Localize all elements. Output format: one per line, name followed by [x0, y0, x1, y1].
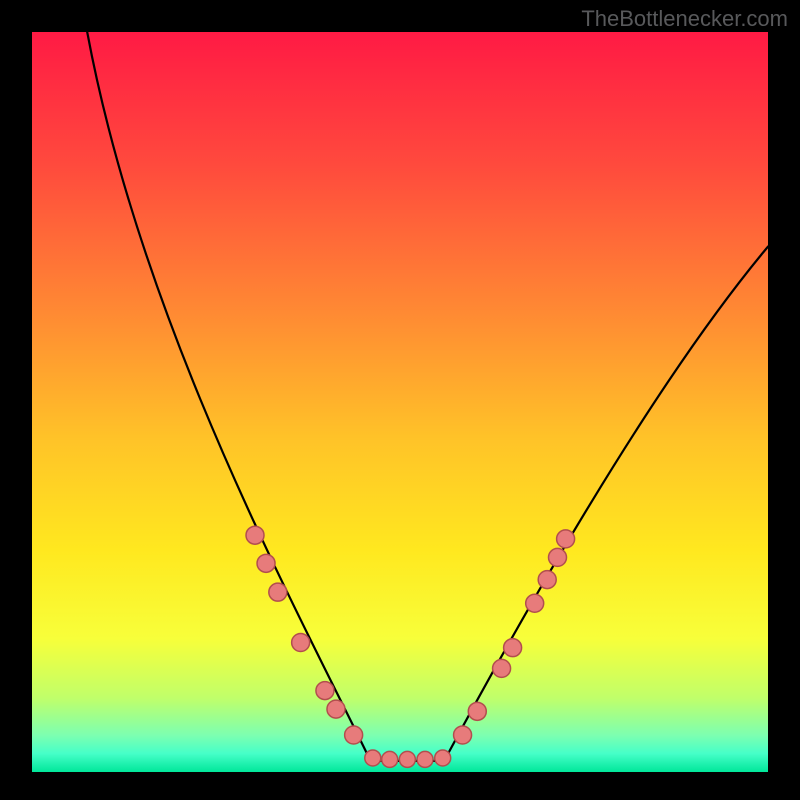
data-marker	[269, 583, 287, 601]
data-marker	[468, 702, 486, 720]
data-marker	[382, 751, 398, 767]
data-marker	[257, 554, 275, 572]
gradient-background	[32, 32, 768, 772]
watermark-text: TheBottlenecker.com	[581, 6, 788, 32]
data-marker	[327, 700, 345, 718]
data-marker	[526, 594, 544, 612]
data-marker	[454, 726, 472, 744]
data-marker	[493, 659, 511, 677]
data-marker	[557, 530, 575, 548]
data-marker	[504, 639, 522, 657]
data-marker	[399, 751, 415, 767]
data-marker	[435, 750, 451, 766]
data-marker	[292, 634, 310, 652]
data-marker	[345, 726, 363, 744]
data-marker	[365, 750, 381, 766]
data-marker	[417, 751, 433, 767]
data-marker	[538, 571, 556, 589]
data-marker	[246, 526, 264, 544]
bottleneck-chart	[32, 32, 768, 772]
chart-frame: TheBottlenecker.com	[0, 0, 800, 800]
data-marker	[316, 682, 334, 700]
data-marker	[549, 548, 567, 566]
